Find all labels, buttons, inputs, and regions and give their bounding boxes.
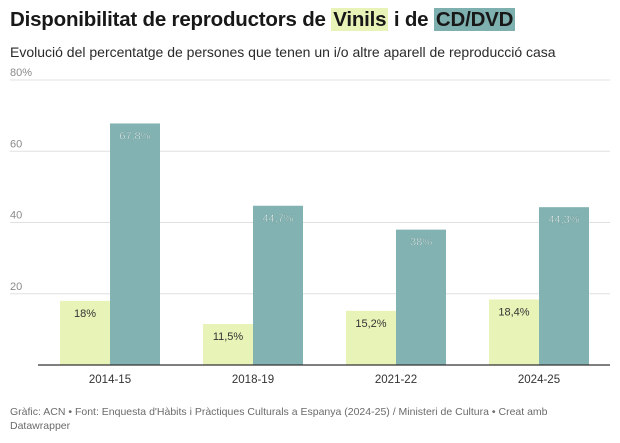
y-tick-label: 20 bbox=[10, 281, 22, 293]
bar-cd-dvd bbox=[539, 207, 589, 365]
data-label: 44,3% bbox=[548, 214, 579, 226]
x-tick-label: 2024-25 bbox=[518, 374, 560, 386]
data-label: 67,8% bbox=[119, 130, 150, 142]
bar-vinils bbox=[489, 299, 539, 365]
data-label: 11,5% bbox=[213, 331, 244, 343]
title-cd-highlight: CD/DVD bbox=[433, 8, 516, 31]
chart-subtitle: Evolució del percentatge de persones que… bbox=[10, 44, 556, 60]
bar-cd-dvd bbox=[396, 229, 446, 365]
title-middle: i de bbox=[388, 8, 434, 31]
bar-vinils bbox=[203, 324, 253, 365]
bar-cd-dvd bbox=[253, 205, 303, 365]
data-label: 18% bbox=[74, 308, 96, 320]
source-note: Gràfic: ACN • Font: Enquesta d'Hàbits i … bbox=[10, 406, 548, 432]
data-label: 44,7% bbox=[262, 213, 293, 225]
title-prefix: Disponibilitat de reproductors de bbox=[10, 8, 332, 31]
y-tick-label: 40 bbox=[10, 210, 22, 222]
data-label: 15,2% bbox=[355, 318, 386, 330]
bar-vinils bbox=[60, 300, 110, 365]
title-vinyl-highlight: Vinils bbox=[331, 8, 389, 31]
y-tick-label: 60 bbox=[10, 138, 22, 150]
y-tick-label: 80% bbox=[10, 67, 32, 79]
data-label: 18,4% bbox=[498, 306, 529, 318]
chart-title: Disponibilitat de reproductors de Vinils… bbox=[10, 8, 516, 32]
bar-chart: 20 40 60 80% 18% 67,8% 2014-15 11,5% 44,7% 2018-1… bbox=[10, 67, 610, 386]
bar-vinils bbox=[346, 310, 396, 365]
x-tick-label: 2014-15 bbox=[89, 374, 131, 386]
x-tick-label: 2021-22 bbox=[375, 374, 417, 386]
x-tick-label: 2018-19 bbox=[232, 374, 274, 386]
data-label: 38% bbox=[410, 237, 432, 249]
bar-cd-dvd bbox=[110, 123, 160, 366]
